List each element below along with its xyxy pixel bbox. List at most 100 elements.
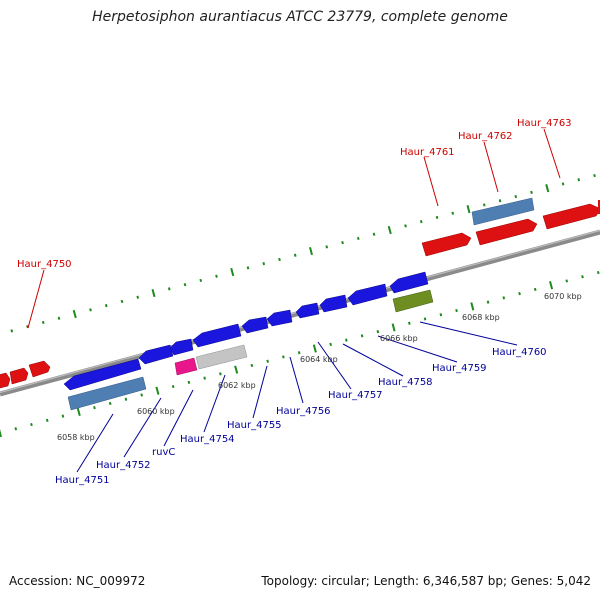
reverse-cds-arrow xyxy=(389,271,429,294)
reverse-cds-arrow xyxy=(138,344,174,365)
tick-mark xyxy=(419,220,423,224)
kbp-label: 6064 kbp xyxy=(300,355,338,364)
genome-summary: Topology: circular; Length: 6,346,587 bp… xyxy=(261,574,591,588)
gene-label: Haur_4761 xyxy=(400,147,455,158)
tick-mark xyxy=(61,414,65,418)
tick-mark xyxy=(341,241,344,245)
label-leader xyxy=(289,356,304,404)
reverse-cds-arrow xyxy=(192,323,242,348)
tick-mark xyxy=(203,376,206,380)
kbp-label: 6060 kbp xyxy=(137,407,175,416)
tick-mark xyxy=(108,401,112,406)
kbp-label: 6066 kbp xyxy=(380,334,418,343)
tick-mark xyxy=(423,317,427,321)
tick-mark xyxy=(120,299,124,304)
forward-cds-arrow xyxy=(421,232,472,257)
tick-mark xyxy=(518,292,521,296)
tick-mark xyxy=(278,257,281,262)
tick-mark xyxy=(0,428,2,438)
tick-mark xyxy=(155,386,160,395)
reverse-tick-track xyxy=(0,270,600,438)
tick-mark xyxy=(282,355,285,359)
gene-bar xyxy=(67,376,147,411)
label-leader xyxy=(203,374,226,433)
tick-mark xyxy=(14,427,18,431)
tick-mark xyxy=(581,275,584,279)
tick-mark xyxy=(482,203,486,207)
tick-mark xyxy=(266,359,269,363)
kbp-label: 6062 kbp xyxy=(218,381,256,390)
tick-mark xyxy=(230,267,235,277)
gene-label: Haur_4754 xyxy=(180,434,235,445)
reverse-cds-arrow xyxy=(241,316,269,334)
tick-mark xyxy=(76,407,81,417)
tick-mark xyxy=(124,397,128,401)
tick-mark xyxy=(246,266,250,270)
label-leader xyxy=(163,389,194,447)
pseudo-gene-bar xyxy=(195,344,248,370)
tick-mark xyxy=(486,300,490,304)
accession-text: Accession: NC_009972 xyxy=(9,574,146,588)
tick-mark xyxy=(561,182,565,186)
kbp-label: 6068 kbp xyxy=(462,313,500,322)
gene-label: Haur_4752 xyxy=(96,460,151,471)
tick-mark xyxy=(57,316,61,320)
forward-tick-track xyxy=(10,173,596,333)
reverse-cds-arrow xyxy=(169,338,194,356)
tick-mark xyxy=(140,393,144,397)
tick-mark xyxy=(596,270,600,275)
tick-mark xyxy=(545,184,550,193)
tick-mark xyxy=(549,281,554,290)
tick-mark xyxy=(593,173,596,178)
tick-mark xyxy=(329,342,332,346)
label-leader xyxy=(317,341,352,390)
kbp-label: 6058 kbp xyxy=(57,433,95,442)
tick-mark xyxy=(387,225,392,235)
kbp-label: 6070 kbp xyxy=(544,292,582,301)
tick-mark xyxy=(391,323,396,332)
label-leader xyxy=(76,413,114,473)
tick-mark xyxy=(312,344,317,353)
tick-mark xyxy=(360,334,364,338)
tick-mark xyxy=(30,422,33,427)
tick-mark xyxy=(10,329,14,333)
reverse-cds-arrow xyxy=(63,358,142,391)
gene-label: Haur_4750 xyxy=(17,259,72,270)
gene-label: Haur_4755 xyxy=(227,420,282,431)
tick-mark xyxy=(470,302,475,311)
forward-cds-arrow xyxy=(542,203,600,230)
gene-label: Haur_4762 xyxy=(458,131,513,142)
label-leader xyxy=(27,269,45,329)
tick-mark xyxy=(577,178,581,182)
label-leader xyxy=(543,128,561,179)
gene-bar xyxy=(471,197,535,226)
tick-mark xyxy=(514,194,518,199)
label-leader xyxy=(123,397,162,458)
tick-mark xyxy=(404,224,407,228)
gene-label: Haur_4756 xyxy=(276,406,331,417)
forward-cds-arrow xyxy=(475,218,538,246)
tick-mark xyxy=(565,279,569,283)
tick-mark xyxy=(451,211,455,215)
tick-mark xyxy=(356,236,360,241)
tick-mark xyxy=(439,313,443,317)
tick-mark xyxy=(309,246,313,256)
tick-mark xyxy=(502,296,506,300)
gene-label: Haur_4760 xyxy=(492,347,547,358)
label-leader xyxy=(252,365,268,419)
tick-mark xyxy=(234,365,239,374)
gene-label: ruvC xyxy=(152,447,175,458)
reverse-cds-arrow xyxy=(266,309,293,327)
tick-mark xyxy=(199,278,203,283)
gene-label: Haur_4763 xyxy=(517,118,572,129)
tick-mark xyxy=(215,274,218,278)
reverse-cds-arrow xyxy=(347,283,388,306)
tick-mark xyxy=(455,308,458,313)
label-leader xyxy=(419,321,518,346)
tick-mark xyxy=(167,287,171,291)
tick-mark xyxy=(408,321,411,325)
tick-mark xyxy=(41,320,45,325)
genome-title: Herpetosiphon aurantiacus ATCC 23779, co… xyxy=(92,9,508,25)
forward-cds-arrow xyxy=(0,372,11,389)
